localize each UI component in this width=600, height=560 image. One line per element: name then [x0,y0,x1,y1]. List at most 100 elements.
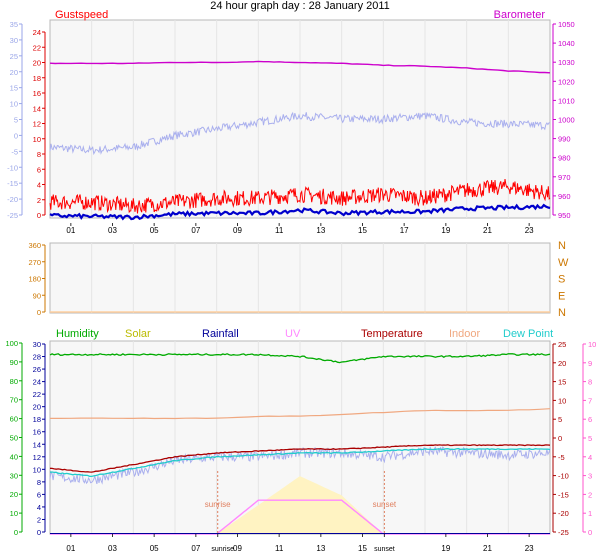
gust-axis-label: 12 [33,120,41,129]
time-label: 21 [483,544,492,553]
gust-axis-label: 20 [33,59,41,68]
time-label: 11 [275,226,284,235]
rainfall-axis-label: 30 [33,340,41,349]
gust-series-line [49,179,551,214]
barometer-axis-label: 980 [558,154,571,163]
rainfall-axis-label: 2 [37,515,41,524]
direction-degree-axis-label: 90 [33,291,41,300]
compass-label: W [558,257,569,269]
time-label: 19 [441,226,450,235]
temperature-axis-label: 10 [558,396,566,405]
humidity-axis-label: 80 [10,377,18,386]
humidity-series-line [49,353,551,364]
compass-label: E [558,290,565,302]
time-label: 07 [191,226,200,235]
rainfall-axis-label: 14 [33,440,41,449]
legend-dew-point: Dew Point [503,328,553,340]
humidity-axis-label: 40 [10,452,18,461]
rainfall-axis-label: 28 [33,353,41,362]
gust-axis-label: 22 [33,43,41,52]
time-label: 05 [150,544,159,553]
direction-degree-axis-label: 0 [37,308,41,317]
wind-series-line [49,203,551,221]
time-label: 01 [66,226,75,235]
indoor-series-line [50,408,551,420]
uv-axis-label: 8 [588,378,592,387]
left-scale-axis: 35 30 25 20 15 10 5 0 -5 -10 -15 -20 -25 [7,20,23,220]
gust-axis-label: 6 [37,165,41,174]
rainfall-axis-label: 8 [37,478,41,487]
gust-axis-label: 0 [37,211,41,220]
time-label: 17 [400,226,409,235]
time-label: 15 [358,544,367,553]
barometer-axis-label: 990 [558,135,571,144]
legend-uv: UV [285,328,301,340]
left-scale-axis-label: -10 [7,163,18,172]
temperature-axis-label: -20 [558,509,569,518]
left-scale-axis-label: 5 [14,116,18,125]
time-label: 23 [525,544,534,553]
temperature-axis: 25 20 15 10 5 0 -5 -10 -15 -20 -25 [552,340,569,537]
time-label: sunrise [211,546,234,553]
dewpoint-series-line [49,447,551,478]
gustspeed-legend: Gustspeed [55,9,108,21]
direction-degree-axis-label: 360 [28,241,41,250]
barometer-axis-label: 960 [558,192,571,201]
uv-axis-label: 9 [588,359,592,368]
uv-axis-label: 3 [588,472,592,481]
time-label: 01 [66,544,75,553]
time-label: 15 [358,226,367,235]
compass-label: N [558,240,566,252]
gust-axis-label: 24 [33,28,41,37]
barometer-axis-label: 1020 [558,77,575,86]
gust-axis-label: 18 [33,74,41,83]
humidity-axis-label: 90 [10,358,18,367]
uv-axis-label: 2 [588,490,592,499]
rainfall-axis-label: 12 [33,453,41,462]
left-scale-axis-label: 20 [10,68,18,77]
direction-degree-axis-label: 270 [28,258,41,267]
left-scale-axis-label: 25 [10,52,18,61]
legend-indoor: Indoor [449,328,481,340]
bottom-legend: Humidity Solar Rainfall UV Temperature Indoor… [56,328,553,340]
barometer-axis-label: 1030 [558,58,575,67]
gust-axis-label: 14 [33,104,41,113]
barometer-series-line [49,60,551,74]
uv-axis-label: 10 [588,340,596,349]
humidity-axis-label: 20 [10,490,18,499]
direction-degree-axis-label: 180 [28,275,41,284]
left-scale-axis-label: 10 [10,100,18,109]
legend-rainfall: Rainfall [202,328,239,340]
legend-solar: Solar [125,328,151,340]
rainfall-axis-label: 24 [33,378,41,387]
temperature-axis-label: 20 [558,359,566,368]
humidity-axis-label: 100 [5,339,18,348]
uv-axis-label: 1 [588,509,592,518]
rainfall-axis-label: 22 [33,390,41,399]
humidity-axis-label: 10 [10,509,18,518]
barometer-axis-label: 950 [558,211,571,220]
barometer-axis-label: 970 [558,173,571,182]
temperature-axis-label: -15 [558,490,569,499]
humidity-axis-label: 30 [10,471,18,480]
compass-label: N [558,307,566,319]
gust-axis-label: 10 [33,135,41,144]
temperature-axis-label: -10 [558,472,569,481]
uv-axis-label: 6 [588,415,592,424]
temperature-axis-label: 0 [558,434,562,443]
temperature-axis-label: 25 [558,340,566,349]
rainfall-axis-label: 20 [33,403,41,412]
left-scale-axis-label: -20 [7,195,18,204]
direction-panel [49,242,551,314]
time-label: 03 [108,226,117,235]
solar-area [50,476,550,534]
barometer-axis-label: 1050 [558,20,575,29]
compass-label: S [558,274,565,286]
top-panel [49,19,551,219]
left-scale-axis-label: 15 [10,84,18,93]
